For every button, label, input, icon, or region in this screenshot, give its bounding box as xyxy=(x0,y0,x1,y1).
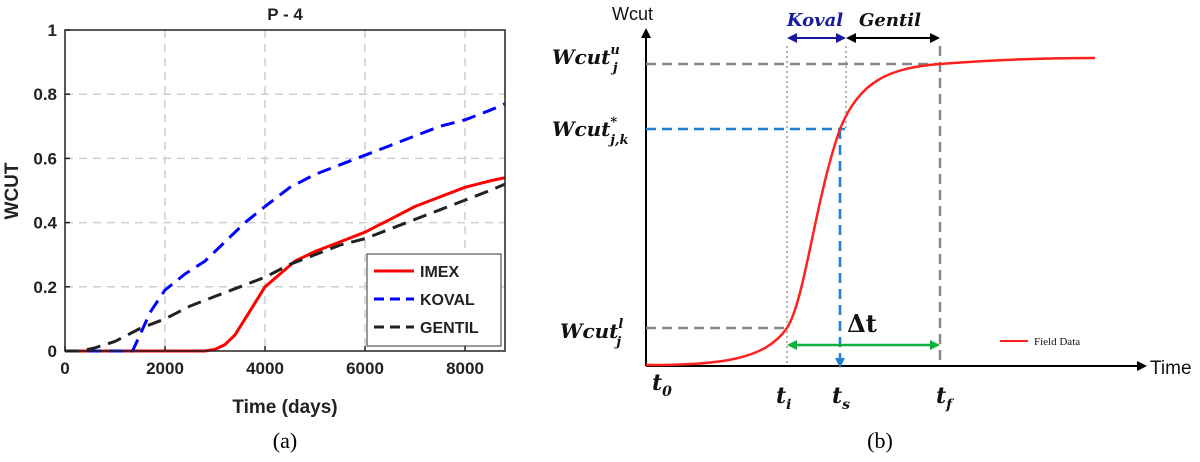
y-axis-label: WCUT xyxy=(2,162,23,219)
caption-b: (b) xyxy=(867,428,893,453)
legend-label-imex: IMEX xyxy=(420,264,459,281)
x-tick-label: 8000 xyxy=(446,359,484,378)
axis-ticks: 0 2000 4000 6000 8000 0 0.2 0.4 0.6 0.8 1 xyxy=(33,21,484,378)
wcut-level-label: Wcutu j xyxy=(552,43,620,76)
koval-label: Koval xyxy=(786,10,843,31)
legend-label-field-data: Field Data xyxy=(1034,336,1080,348)
x-tick-label: 0 xyxy=(60,359,69,378)
x-tick-label: 2000 xyxy=(146,359,184,378)
time-marker-labels: t0 ti ts tf xyxy=(652,370,955,413)
x-tick-label: 4000 xyxy=(246,359,284,378)
delta-t-label: Δt xyxy=(847,309,877,338)
caption-a: (a) xyxy=(273,428,297,453)
series-line-koval xyxy=(65,102,506,353)
y-tick-label: 0.4 xyxy=(33,214,57,233)
y-tick-label: 0.8 xyxy=(33,85,57,104)
wcut-level-label: Wcut* j,k xyxy=(552,115,628,148)
time-marker-label: tf xyxy=(936,383,955,413)
chart-a: 0 2000 4000 6000 8000 0 0.2 0.4 0.6 0.8 1 P - 4 Ti… xyxy=(2,5,506,453)
legend: IMEX KOVAL GENTIL xyxy=(366,253,502,347)
wcut-level-labels: Wcutu j Wcut* j,k Wcutl j xyxy=(552,43,628,350)
plot-frame xyxy=(64,29,506,352)
y-tick-label: 0.6 xyxy=(33,149,57,168)
time-axis-label: Time xyxy=(1150,358,1192,379)
y-tick-label: 1 xyxy=(48,21,57,40)
field-data-curve xyxy=(645,56,1096,367)
x-tick-label: 6000 xyxy=(346,359,384,378)
time-marker-label: ts xyxy=(832,383,850,413)
wcut-level-label: Wcutl j xyxy=(560,317,623,350)
x-axis-label: Time (days) xyxy=(232,397,337,418)
series-line-gentil xyxy=(65,182,506,353)
legend-label-koval: KOVAL xyxy=(420,292,475,309)
time-marker-label: ti xyxy=(776,383,792,413)
series-lines xyxy=(65,102,506,353)
y-tick-label: 0 xyxy=(48,342,57,361)
legend-label-gentil: GENTIL xyxy=(420,320,479,337)
chart-title: P - 4 xyxy=(267,5,303,24)
y-tick-label: 0.2 xyxy=(33,278,57,297)
gentil-label: Gentil xyxy=(859,10,921,31)
chart-b: Koval Gentil Δt Wcut Time Wcutu j Wcut* j,k… xyxy=(552,4,1192,453)
time-marker-label: t0 xyxy=(652,370,672,400)
wcut-axis-label: Wcut xyxy=(612,4,653,24)
legend-box xyxy=(366,253,502,347)
